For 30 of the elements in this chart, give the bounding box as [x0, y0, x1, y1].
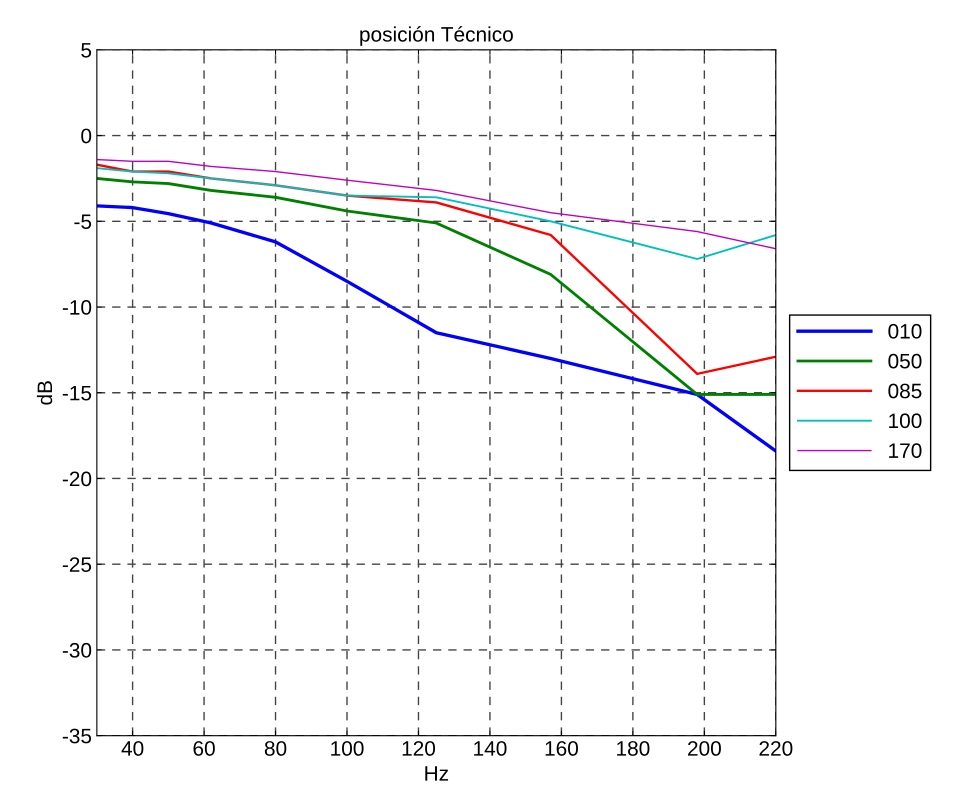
y-tick-label: 0 — [81, 128, 92, 144]
line-series — [96, 167, 776, 260]
x-tick-label: 180 — [617, 741, 650, 756]
x-tick-label: 120 — [402, 741, 436, 756]
x-tick-label: 100 — [331, 741, 364, 756]
x-axis-title: Hz — [425, 766, 448, 781]
legend-label: 010 — [888, 324, 922, 339]
y-tick-label: -10 — [62, 300, 92, 315]
y-tick-label: -5 — [74, 214, 92, 230]
x-tick-label: 80 — [264, 741, 286, 756]
y-tick-label: -35 — [62, 728, 92, 744]
line-series — [96, 204, 776, 453]
x-tick-label: 200 — [688, 741, 721, 756]
y-tick-label: -20 — [62, 471, 92, 486]
x-tick-label: 140 — [474, 741, 507, 756]
x-tick-label: 220 — [760, 741, 792, 756]
y-axis-title: dB — [36, 381, 52, 405]
x-tick-label: 160 — [546, 741, 578, 756]
legend-label: 085 — [888, 384, 922, 398]
legend-label: 100 — [889, 413, 922, 428]
x-tick-label: 40 — [121, 741, 144, 756]
chart-title: posición Técnico — [360, 26, 513, 46]
y-tick-label: -30 — [62, 642, 92, 658]
y-tick-label: -15 — [62, 386, 92, 401]
legend-label: 170 — [889, 443, 922, 458]
y-tick-label: 5 — [81, 43, 92, 58]
legend-label: 050 — [888, 354, 922, 369]
line-series — [96, 158, 776, 250]
x-tick-label: 60 — [194, 741, 215, 756]
y-tick-label: -25 — [62, 557, 92, 572]
